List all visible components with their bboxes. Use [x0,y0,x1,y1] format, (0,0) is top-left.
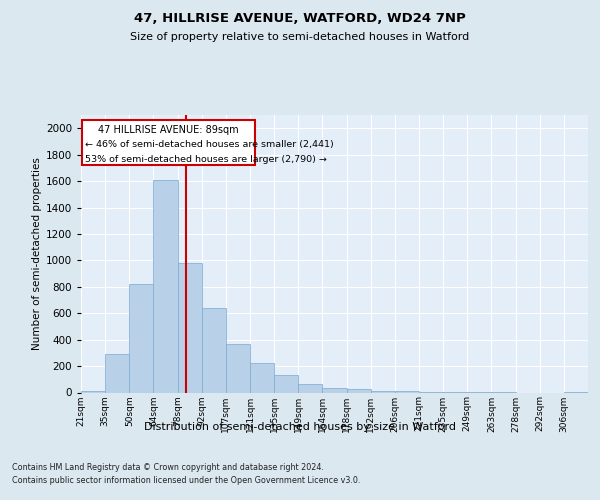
Bar [226,344,250,392]
Bar [250,363,274,392]
Text: ← 46% of semi-detached houses are smaller (2,441): ← 46% of semi-detached houses are smalle… [85,140,334,149]
FancyBboxPatch shape [82,120,255,165]
Y-axis label: Number of semi-detached properties: Number of semi-detached properties [32,158,41,350]
Bar [81,391,105,392]
Bar [371,390,395,392]
Text: Size of property relative to semi-detached houses in Watford: Size of property relative to semi-detach… [130,32,470,42]
Text: Distribution of semi-detached houses by size in Watford: Distribution of semi-detached houses by … [144,422,456,432]
Bar [178,263,202,392]
Text: 53% of semi-detached houses are larger (2,790) →: 53% of semi-detached houses are larger (… [85,155,326,164]
Bar [129,284,154,393]
Bar [298,384,322,392]
Text: Contains public sector information licensed under the Open Government Licence v3: Contains public sector information licen… [12,476,361,485]
Bar [105,354,129,393]
Bar [322,388,347,392]
Bar [347,389,371,392]
Bar [202,308,226,392]
Text: Contains HM Land Registry data © Crown copyright and database right 2024.: Contains HM Land Registry data © Crown c… [12,462,324,471]
Bar [274,376,298,392]
Text: 47, HILLRISE AVENUE, WATFORD, WD24 7NP: 47, HILLRISE AVENUE, WATFORD, WD24 7NP [134,12,466,26]
Text: 47 HILLRISE AVENUE: 89sqm: 47 HILLRISE AVENUE: 89sqm [98,124,239,134]
Bar [154,180,178,392]
